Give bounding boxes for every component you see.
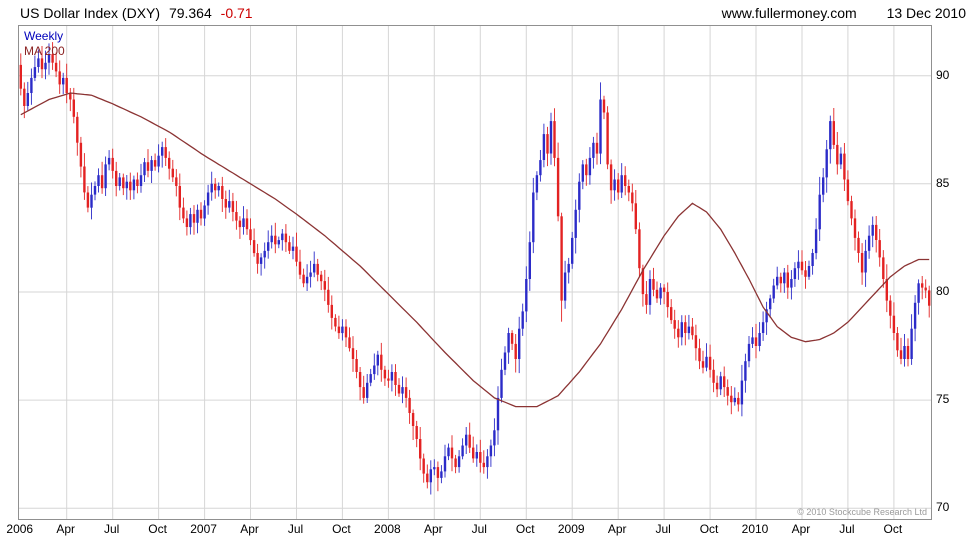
y-tick-label: 85: [936, 175, 950, 190]
last-price: 79.364: [168, 5, 212, 21]
x-tick-label: 2008: [374, 522, 401, 536]
x-tick-label: Jul: [839, 522, 855, 536]
y-tick-label: 70: [936, 500, 950, 515]
source-header: www.fullermoney.com 13 Dec 2010: [696, 5, 980, 21]
price-chart: [19, 26, 931, 519]
ma-legend-label: MA 200: [24, 44, 65, 58]
x-tick-label: Jul: [104, 522, 120, 536]
header: US Dollar Index (DXY) 79.364 -0.71 www.f…: [0, 4, 980, 22]
x-tick-label: 2006: [6, 522, 34, 536]
x-tick-label: 2010: [741, 522, 769, 536]
y-tick-label: 75: [936, 392, 950, 407]
x-tick-label: Apr: [607, 522, 627, 536]
x-tick-label: Jul: [655, 522, 671, 536]
x-tick-label: Oct: [883, 522, 903, 536]
x-tick-label: Jul: [287, 522, 304, 536]
x-tick-label: 2009: [557, 522, 585, 536]
x-tick-label: Apr: [791, 522, 811, 536]
y-tick-label: 90: [936, 67, 950, 82]
instrument-title: US Dollar Index (DXY): [20, 5, 161, 21]
x-tick-label: Oct: [332, 522, 351, 536]
x-tick-label: Apr: [56, 522, 76, 536]
copyright-label: © 2010 Stockcube Research Ltd: [797, 507, 927, 517]
x-tick-label: 2007: [190, 522, 217, 536]
x-tick-label: Oct: [699, 522, 719, 536]
x-tick-label: Jul: [471, 522, 487, 536]
price-change: -0.71: [220, 5, 253, 21]
x-tick-label: Oct: [148, 522, 167, 536]
y-tick-label: 80: [936, 283, 950, 298]
x-tick-label: Apr: [240, 522, 259, 536]
website-label: www.fullermoney.com: [721, 5, 857, 21]
timeframe-label: Weekly: [24, 29, 64, 43]
instrument-header: US Dollar Index (DXY) 79.364 -0.71: [0, 5, 258, 21]
x-tick-label: Apr: [424, 522, 443, 536]
x-tick-label: Oct: [515, 522, 535, 536]
plot-area: Weekly MA 200 © 2010 Stockcube Research …: [18, 25, 932, 520]
date-label: 13 Dec 2010: [886, 5, 966, 21]
